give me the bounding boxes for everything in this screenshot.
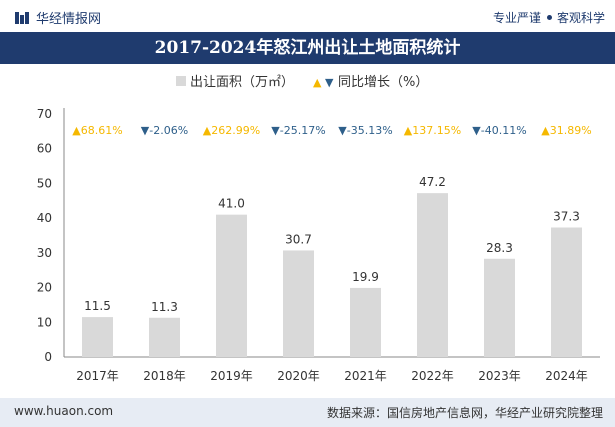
slogan-left: 专业严谨 [492, 11, 541, 25]
slogan: 专业严谨 客观科学 [493, 9, 605, 26]
x-tick-label: 2020年 [277, 369, 320, 383]
yoy-value: -35.13% [347, 124, 393, 137]
yoy-value: 137.15% [412, 124, 461, 137]
bar [484, 258, 515, 357]
yoy-label: ▲31.89% [541, 124, 591, 137]
x-tick-label: 2022年 [411, 369, 454, 383]
yoy-label: ▼-2.06% [141, 124, 188, 137]
data-label: 11.3 [151, 300, 178, 314]
down-triangle-icon: ▼ [271, 124, 280, 137]
data-label: 37.3 [553, 210, 580, 224]
down-triangle-icon: ▼ [338, 124, 347, 137]
legend-up-triangle-icon: ▲ [313, 76, 322, 89]
yoy-label: ▼-40.11% [472, 124, 526, 137]
y-tick-label: 50 [37, 176, 52, 190]
down-triangle-icon: ▼ [141, 124, 150, 137]
top-bar: 华经情报网 专业严谨 客观科学 [0, 0, 615, 32]
yoy-value: 31.89% [550, 124, 592, 137]
x-tick-label: 2019年 [210, 369, 253, 383]
data-label: 11.5 [84, 299, 111, 313]
yoy-label: ▲68.61% [72, 124, 122, 137]
bar [149, 317, 180, 357]
up-triangle-icon: ▲ [541, 124, 550, 137]
chart-title: 2017-2024年怒江州出让土地面积统计 [0, 32, 615, 64]
y-tick-label: 70 [37, 107, 52, 121]
legend-label-area: 出让面积（万㎡） [190, 75, 294, 90]
y-tick-label: 0 [44, 350, 52, 364]
bar [551, 227, 582, 357]
up-triangle-icon: ▲ [404, 124, 413, 137]
data-label: 47.2 [419, 175, 446, 189]
y-tick-label: 60 [37, 142, 52, 156]
yoy-value: 262.99% [211, 124, 260, 137]
yoy-label: ▲137.15% [404, 124, 461, 137]
yoy-value: -40.11% [481, 124, 527, 137]
footer-url[interactable]: www.huaon.com [14, 404, 114, 418]
data-source: 数据来源：国信房地产信息网，华经产业研究院整理 [326, 406, 603, 420]
yoy-label: ▼-35.13% [338, 124, 392, 137]
bar [216, 214, 247, 357]
yoy-value: 68.61% [81, 124, 123, 137]
legend-down-triangle-icon: ▼ [325, 76, 334, 89]
bullet-dot-icon [546, 15, 552, 20]
site-name: 华经情报网 [36, 12, 102, 27]
bar [350, 287, 381, 357]
down-triangle-icon: ▼ [472, 124, 481, 137]
y-tick-label: 10 [37, 315, 52, 329]
yoy-label: ▲262.99% [203, 124, 260, 137]
x-tick-label: 2018年 [143, 369, 186, 383]
data-label: 41.0 [218, 197, 245, 211]
y-tick-label: 30 [37, 246, 52, 260]
y-tick-label: 40 [37, 211, 52, 225]
up-triangle-icon: ▲ [72, 124, 81, 137]
x-tick-label: 2017年 [76, 369, 119, 383]
up-triangle-icon: ▲ [203, 124, 212, 137]
yoy-label: ▼-25.17% [271, 124, 325, 137]
bar [283, 250, 314, 357]
x-tick-label: 2021年 [344, 369, 387, 383]
slogan-right: 客观科学 [556, 11, 605, 25]
data-label: 28.3 [486, 241, 513, 255]
chart-area: 出让面积（万㎡） ▲ ▼ 同比增长（%）01020304050607011.52017… [37, 75, 600, 383]
brand-logo-icon [15, 11, 29, 24]
legend-label-yoy: 同比增长（%） [338, 75, 428, 90]
footer: www.huaon.com 数据来源：国信房地产信息网，华经产业研究院整理 [0, 398, 615, 427]
y-tick-label: 20 [37, 281, 52, 295]
bar [82, 317, 113, 357]
yoy-value: -2.06% [149, 124, 188, 137]
x-tick-label: 2023年 [478, 369, 521, 383]
yoy-value: -25.17% [280, 124, 326, 137]
legend-swatch-area [176, 76, 186, 86]
x-tick-label: 2024年 [545, 369, 588, 383]
data-label: 30.7 [285, 232, 312, 246]
brand-logo[interactable]: 华经情报网 [14, 8, 101, 27]
data-label: 19.9 [352, 270, 379, 284]
bar [417, 193, 448, 357]
